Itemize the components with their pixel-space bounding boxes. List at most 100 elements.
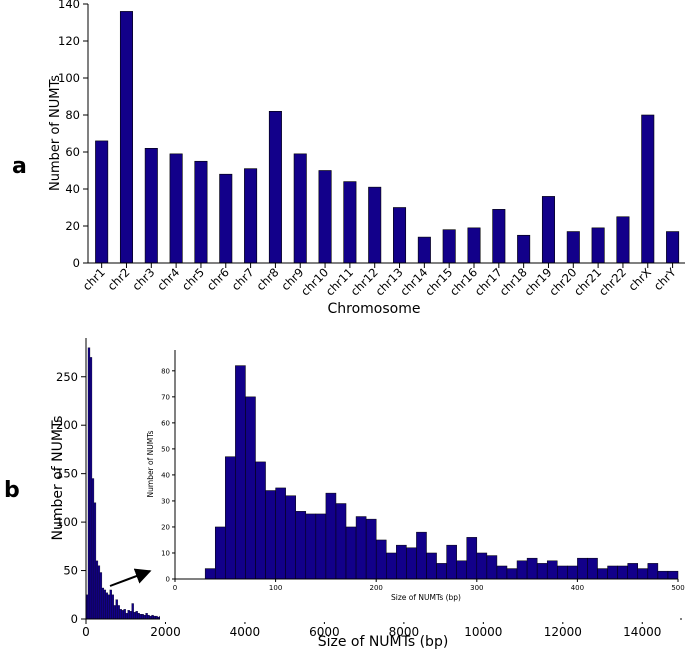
a-y-tick-label: 0 (73, 256, 80, 270)
a-x-tick-label: chr5 (179, 265, 207, 293)
b-x-tick-label: 2000 (150, 625, 181, 639)
inset-bar (587, 557, 598, 580)
inset-bar (355, 516, 367, 580)
b-bar (139, 614, 142, 620)
a-bar-chr8 (268, 111, 282, 264)
inset-y-tick-label: 80 (161, 367, 170, 375)
b-bar (89, 357, 93, 620)
inset-bar (577, 557, 588, 580)
inset-bar (536, 563, 548, 580)
panel-label-a: a (12, 154, 27, 179)
b-y-tick-label: 100 (56, 515, 78, 529)
a-bar-chr14 (417, 236, 431, 264)
inset-bar (285, 495, 296, 580)
b-y-tick-label: 150 (56, 467, 78, 481)
a-x-tick-label: chr2 (105, 265, 133, 293)
b-bar (145, 613, 148, 620)
b-y-tick-label: 250 (56, 370, 78, 384)
a-x-tick-label: chr1 (80, 265, 108, 293)
a-x-tick-label: chr6 (204, 265, 232, 293)
b-bar (133, 612, 136, 620)
inset-bar (204, 568, 216, 580)
b-y-tick-label: 200 (56, 418, 78, 432)
inset-bar (506, 568, 518, 580)
a-x-tick-label: chr12 (348, 265, 381, 298)
a-x-tick-label: chr7 (229, 265, 257, 293)
a-x-tick-label: chrY (651, 265, 680, 294)
chart-b-inset: 0 10 20 30 40 50 60 70 80 0 100 200 300 400 500 Number… (146, 342, 685, 622)
a-bar-chr7 (244, 168, 258, 264)
b-bar (119, 609, 122, 620)
inset-bar (265, 490, 276, 580)
inset-bar (295, 511, 307, 580)
a-bar-chrY (666, 231, 680, 264)
inset-bar (436, 563, 447, 580)
a-bar-chr6 (219, 173, 233, 264)
inset-bar (426, 552, 437, 580)
inset-bar (235, 365, 246, 580)
a-x-tick-label: chr15 (422, 265, 455, 298)
b-bar (97, 565, 101, 620)
a-y-tick-label: 80 (65, 108, 80, 122)
a-x-tick-label: chr8 (253, 265, 281, 293)
a-x-tick-label: chr3 (129, 265, 157, 293)
b-x-tick-label: 4000 (230, 625, 261, 639)
inset-x-tick-label: 200 (370, 584, 383, 592)
b-y-tick-label: 50 (63, 564, 78, 578)
a-y-tick-label: 40 (65, 182, 80, 196)
b-bar (113, 605, 116, 620)
b-x-tick-label: 6000 (309, 625, 340, 639)
inset-bar (305, 513, 317, 580)
b-bar (115, 599, 118, 620)
a-bar-chr11 (343, 181, 357, 264)
a-y-axis-title: Number of NUMTs (48, 75, 63, 191)
b-bar (141, 614, 144, 620)
b-bar (103, 589, 107, 620)
inset-bar (567, 565, 578, 580)
b-x-tick-label: 12000 (544, 625, 582, 639)
b-bar (105, 592, 109, 620)
b-bar (125, 613, 128, 620)
a-bar-chr22 (616, 216, 630, 264)
a-bar-chr13 (393, 207, 407, 264)
a-bar-chr3 (144, 148, 158, 264)
b-bar (123, 609, 126, 620)
b-bar (95, 560, 99, 620)
b-bar (101, 587, 105, 620)
b-bar (129, 611, 132, 620)
inset-bar (386, 552, 397, 580)
a-x-tick-label: chrX (625, 265, 654, 294)
b-y-axis-title: Number of NUMTs (50, 416, 66, 541)
a-y-tick-label: 20 (65, 219, 80, 233)
a-bar-chr19 (541, 196, 555, 264)
inset-bar (406, 547, 417, 580)
b-x-axis-title: Size of NUMTs (bp) (318, 634, 449, 650)
inset-x-tick-label: 300 (470, 584, 483, 592)
inset-bar (496, 565, 508, 580)
inset-x-tick-label: 100 (269, 584, 282, 592)
a-x-tick-label: chr13 (372, 265, 405, 298)
b-bar (135, 611, 138, 620)
b-bar (147, 614, 150, 620)
inset-bar (546, 560, 558, 580)
a-x-tick-label: chr19 (521, 265, 554, 298)
inset-x-tick-label: 0 (173, 584, 177, 592)
b-bar (137, 613, 140, 620)
a-y-tick-label: 60 (65, 145, 80, 159)
a-y-tick-label: 120 (58, 34, 80, 48)
a-bar-chr12 (368, 186, 382, 264)
inset-bar (245, 396, 256, 580)
b-x-tick-label: 8000 (389, 625, 420, 639)
a-bar-chr2 (119, 11, 133, 264)
inset-bar (667, 570, 679, 580)
inset-bar (526, 557, 538, 580)
panel-label-b: b (4, 478, 20, 503)
inset-bar (345, 526, 357, 580)
a-bar-chr9 (293, 153, 307, 264)
b-x-tick-label: 10000 (464, 625, 502, 639)
inset-y-tick-label: 50 (161, 445, 170, 453)
inset-bar (255, 461, 266, 580)
inset-arrow (109, 568, 152, 587)
b-y-tick-label: 0 (71, 612, 78, 626)
inset-bar (557, 565, 568, 580)
